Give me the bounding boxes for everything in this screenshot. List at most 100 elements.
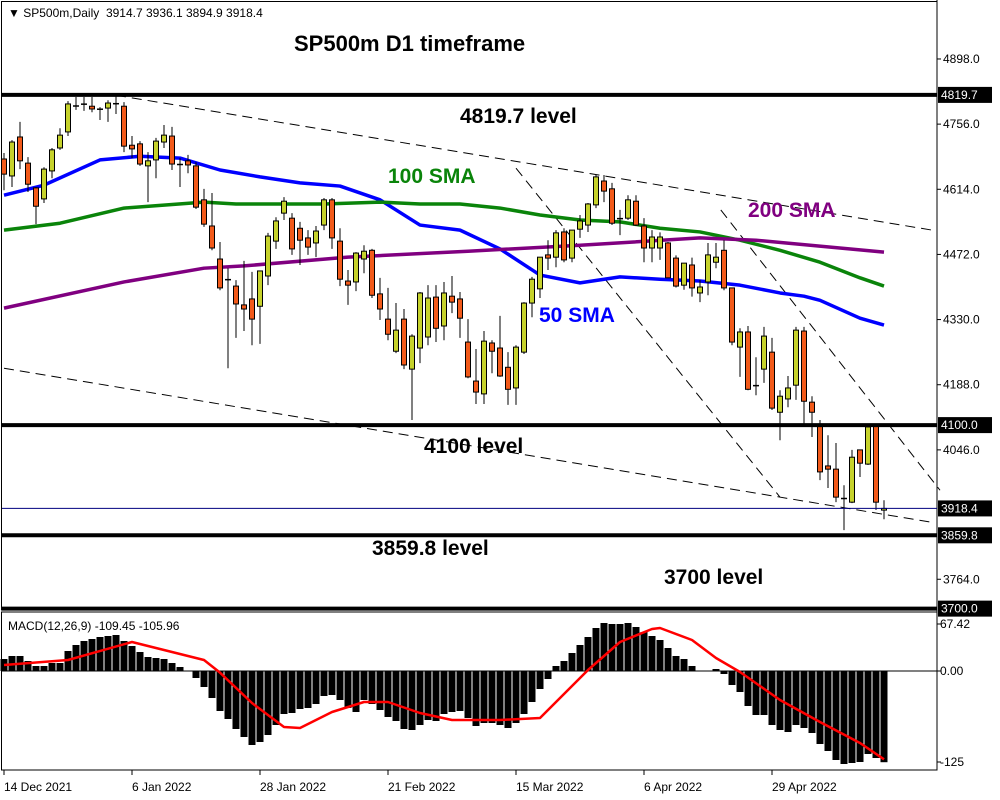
- candle: [681, 262, 687, 290]
- price-highlight-label: 4100.0: [941, 418, 978, 432]
- price-highlight-label: 3859.8: [941, 528, 978, 542]
- candle: [105, 100, 111, 122]
- macd-histogram-bar: [752, 671, 760, 715]
- candle: [673, 255, 679, 288]
- candle-body: [801, 330, 807, 402]
- candle-body: [49, 149, 55, 172]
- candle: [49, 147, 55, 179]
- candle-body: [17, 136, 23, 162]
- macd-histogram-bar: [616, 624, 624, 671]
- macd-histogram-bar: [840, 671, 848, 764]
- candle-body: [529, 278, 535, 304]
- price-tick-label: 3764.0: [943, 572, 980, 586]
- macd-histogram-bar: [688, 666, 696, 671]
- macd-histogram-bar: [224, 671, 232, 719]
- macd-histogram-bar: [136, 652, 144, 671]
- candle-body: [289, 217, 295, 250]
- candle: [265, 232, 271, 286]
- candle-body: [161, 134, 167, 143]
- macd-histogram-bar: [856, 671, 864, 762]
- price-label-highlight: [938, 417, 992, 434]
- candle: [625, 195, 631, 221]
- candle-body: [185, 160, 191, 166]
- candle-body: [305, 237, 311, 248]
- trend-line: [720, 209, 941, 491]
- candle: [457, 292, 463, 338]
- candle: [321, 197, 327, 231]
- candle-body: [569, 229, 575, 259]
- candle-body: [705, 254, 711, 283]
- candle: [553, 230, 559, 268]
- candle: [9, 140, 15, 187]
- candle: [281, 197, 287, 221]
- candle: [249, 271, 255, 346]
- macd-histogram-bar: [632, 627, 640, 671]
- candle-body: [553, 232, 559, 258]
- candle-body: [241, 304, 247, 310]
- macd-histogram-bar: [576, 645, 584, 671]
- candle: [633, 195, 639, 226]
- chart-header: ▼ SP500m,Daily 3914.7 3936.1 3894.9 3918…: [8, 6, 263, 20]
- macd-histogram-bar: [320, 671, 328, 696]
- time-tick-label: 6 Jan 2022: [132, 780, 192, 794]
- candle: [273, 217, 279, 249]
- macd-histogram-bar: [744, 671, 752, 706]
- candle-body: [577, 220, 583, 230]
- macd-histogram-bar: [720, 671, 728, 674]
- macd-histogram-bar: [600, 623, 608, 671]
- price-label-highlight: [938, 600, 992, 617]
- candle: [185, 154, 191, 174]
- macd-histogram-bar: [112, 635, 120, 671]
- macd-histogram-bar: [200, 671, 208, 687]
- candle-body: [145, 160, 151, 167]
- candle: [489, 340, 495, 374]
- candle: [777, 390, 783, 441]
- candle-body: [729, 287, 735, 343]
- time-tick-label: 21 Feb 2022: [388, 780, 456, 794]
- candle-body: [433, 296, 439, 329]
- price-tick-label: 4046.0: [943, 443, 980, 457]
- candle-body: [265, 235, 271, 277]
- candle-body: [785, 387, 791, 400]
- level-3700-annotation: 3700 level: [664, 566, 764, 589]
- candle: [785, 376, 791, 408]
- macd-histogram-bar: [32, 666, 40, 671]
- candle: [729, 287, 735, 346]
- candle-body: [441, 292, 447, 327]
- price-tick-label: 4330.0: [943, 313, 980, 327]
- candle: [449, 275, 455, 314]
- candle: [761, 326, 767, 383]
- price-label-highlight: [938, 86, 992, 103]
- price-tick-label: 4188.0: [943, 378, 980, 392]
- candle-body: [769, 351, 775, 409]
- candle: [137, 141, 143, 166]
- candle: [721, 240, 727, 291]
- macd-histogram-bar: [88, 639, 96, 671]
- macd-histogram-bar: [544, 671, 552, 679]
- triangle-down-icon[interactable]: ▼: [8, 6, 20, 20]
- candle: [569, 229, 575, 263]
- candle-body: [465, 341, 471, 378]
- candle-body: [625, 199, 631, 219]
- candle: [689, 257, 695, 297]
- time-tick-label: 29 Apr 2022: [772, 780, 837, 794]
- time-tick-label: 6 Apr 2022: [644, 780, 702, 794]
- candle-body: [1, 158, 7, 175]
- candle-body: [353, 252, 359, 283]
- macd-histogram-bar: [264, 671, 272, 735]
- candle-body: [337, 240, 343, 280]
- macd-histogram-bar: [480, 671, 488, 723]
- candle-body: [321, 199, 327, 226]
- candle-body: [689, 264, 695, 289]
- macd-histogram-bar: [456, 671, 464, 711]
- price-highlight-label: 4819.7: [941, 88, 978, 102]
- candle-body: [233, 285, 239, 305]
- sma-line-100: [3, 200, 885, 288]
- candle: [25, 157, 31, 193]
- candle-body: [137, 143, 143, 165]
- ohlc-caption: 3914.7 3936.1 3894.9 3918.4: [105, 6, 263, 20]
- candle: [809, 396, 815, 438]
- macd-histogram-bar: [496, 671, 504, 725]
- candle-body: [665, 242, 671, 279]
- candle-body: [25, 162, 31, 185]
